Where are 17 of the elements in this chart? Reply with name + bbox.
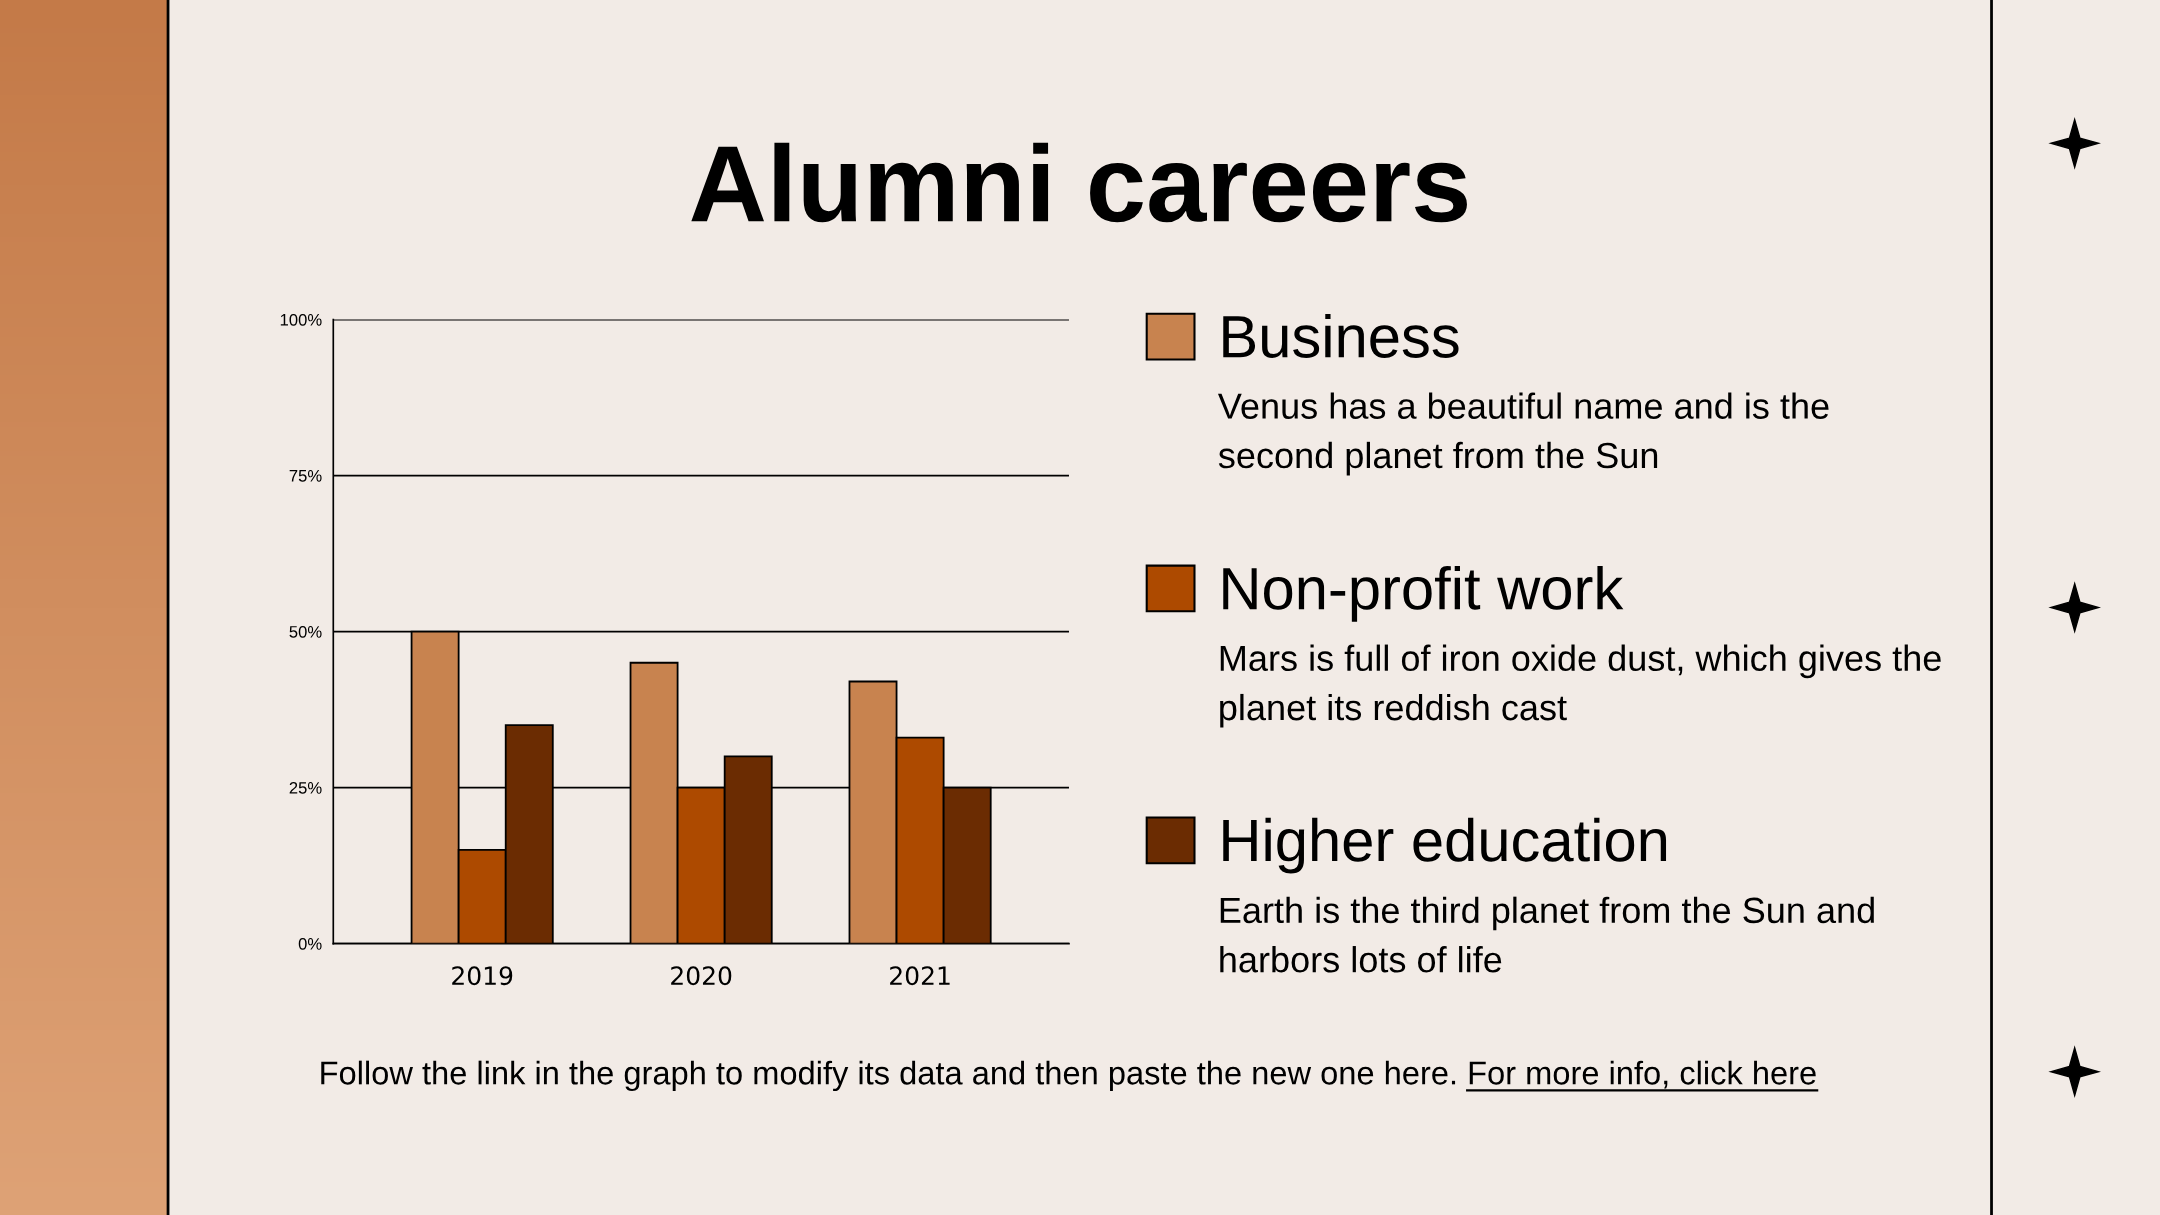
text: Earth is the third planet from the Sun and harbors lots of life — [1220, 896, 1874, 973]
y-tick-label: 25% — [289, 781, 322, 794]
x-tick-label: 2019 — [452, 966, 513, 986]
y-tick-label: 50% — [289, 625, 322, 638]
y-tick-label: 100% — [280, 313, 322, 326]
text: Follow the link in the graph to modify its data and then paste the new one here. — [321, 1060, 1456, 1092]
text: Mars is full of iron oxide dust, which gives the planet its reddish cast — [1220, 644, 1941, 728]
legend-label: Business — [1223, 314, 1459, 358]
legend-label: Non-profit work — [1223, 565, 1624, 622]
y-tick-label: 75% — [289, 470, 322, 482]
y-tick-label: 0% — [298, 937, 322, 950]
legend-label: Higher education — [1223, 817, 1667, 874]
text: For more info, click here — [1469, 1060, 1816, 1089]
x-tick-label: 2020 — [671, 966, 732, 986]
x-tick-label: 2021 — [890, 966, 950, 986]
chart-title: Alumni careers — [691, 142, 1467, 223]
text: Venus has a beautiful name and is the second planet from the Sun — [1217, 392, 1829, 476]
